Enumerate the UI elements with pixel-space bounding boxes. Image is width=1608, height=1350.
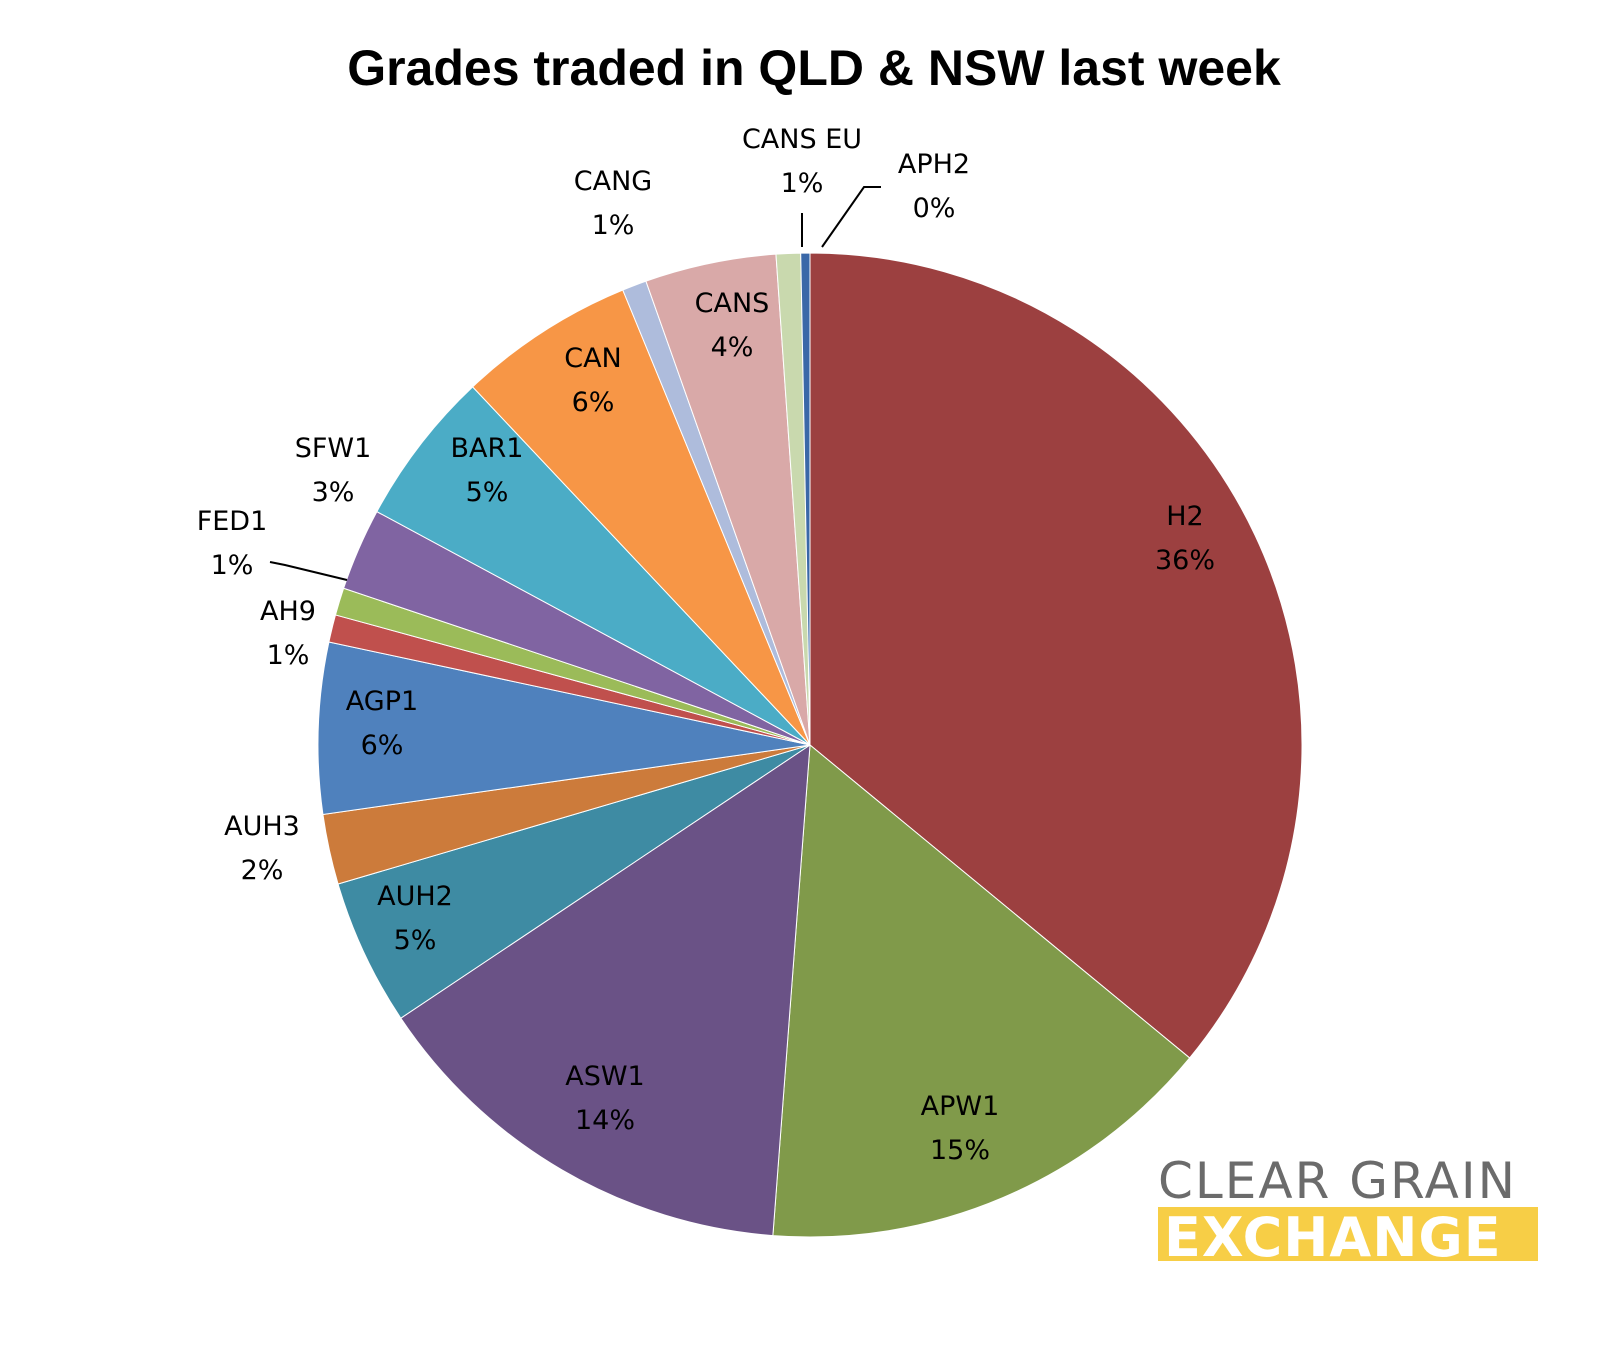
slice-percent-can: 6%: [572, 387, 615, 418]
slice-label-h2: H2: [1166, 501, 1203, 532]
slice-percent-cans-eu: 1%: [781, 168, 824, 199]
clear-grain-exchange-logo: CLEAR GRAIN EXCHANGE: [1158, 1152, 1538, 1269]
leader-line-aph2: [821, 186, 881, 248]
slice-percent-fed1: 1%: [211, 550, 254, 581]
slice-label-asw1: ASW1: [565, 1061, 644, 1092]
slice-label-ah9: AH9: [260, 596, 316, 627]
slice-label-agp1: AGP1: [346, 686, 418, 717]
slice-percent-auh3: 2%: [241, 855, 284, 886]
slice-percent-cans: 4%: [711, 332, 754, 363]
slice-percent-cang: 1%: [592, 210, 635, 241]
slice-label-auh2: AUH2: [377, 881, 453, 912]
slice-percent-aph2: 0%: [913, 193, 956, 224]
pie-slice-aph2: [800, 252, 811, 746]
slice-label-aph2: APH2: [898, 149, 970, 180]
slice-percent-agp1: 6%: [361, 730, 404, 761]
slice-percent-h2: 36%: [1155, 545, 1215, 576]
leader-line-fed1: [269, 561, 348, 581]
slice-label-fed1: FED1: [197, 506, 268, 537]
pie-slices: [317, 252, 1303, 1238]
slice-label-cang: CANG: [574, 166, 652, 197]
slice-percent-auh2: 5%: [394, 925, 437, 956]
slice-labels: H2 36% APW1 15% ASW1 14% AUH2 5% AUH3 2% AGP1 6% AH9…: [197, 124, 1215, 1166]
chart-title: Grades traded in QLD & NSW last week: [347, 40, 1281, 96]
slice-label-auh3: AUH3: [224, 811, 300, 842]
slice-label-apw1: APW1: [921, 1091, 1000, 1122]
slice-percent-asw1: 14%: [575, 1105, 635, 1136]
slice-label-cans-eu: CANS EU: [742, 124, 862, 155]
slice-label-can: CAN: [564, 343, 622, 374]
pie-slice-h2: [809, 252, 1303, 1059]
slice-percent-apw1: 15%: [930, 1135, 990, 1166]
slice-percent-sfw1: 3%: [312, 477, 355, 508]
slice-percent-ah9: 1%: [267, 640, 310, 671]
pie-slice-asw1: [400, 744, 811, 1237]
slice-label-sfw1: SFW1: [295, 433, 372, 464]
pie-slice-can: [471, 289, 811, 746]
slice-label-cans: CANS: [695, 288, 770, 319]
slice-percent-bar1: 5%: [466, 477, 509, 508]
logo-line2: EXCHANGE: [1164, 1206, 1502, 1269]
pie-slice-agp1: [317, 641, 811, 816]
pie-slice-apw1: [772, 744, 1191, 1238]
pie-slice-bar1: [376, 386, 811, 746]
slice-label-bar1: BAR1: [451, 433, 524, 464]
pie-slice-auh2: [337, 744, 811, 1019]
leader-lines: [269, 186, 881, 581]
logo-yellow-band: [1158, 1207, 1538, 1261]
logo-line1: CLEAR GRAIN: [1158, 1152, 1517, 1210]
